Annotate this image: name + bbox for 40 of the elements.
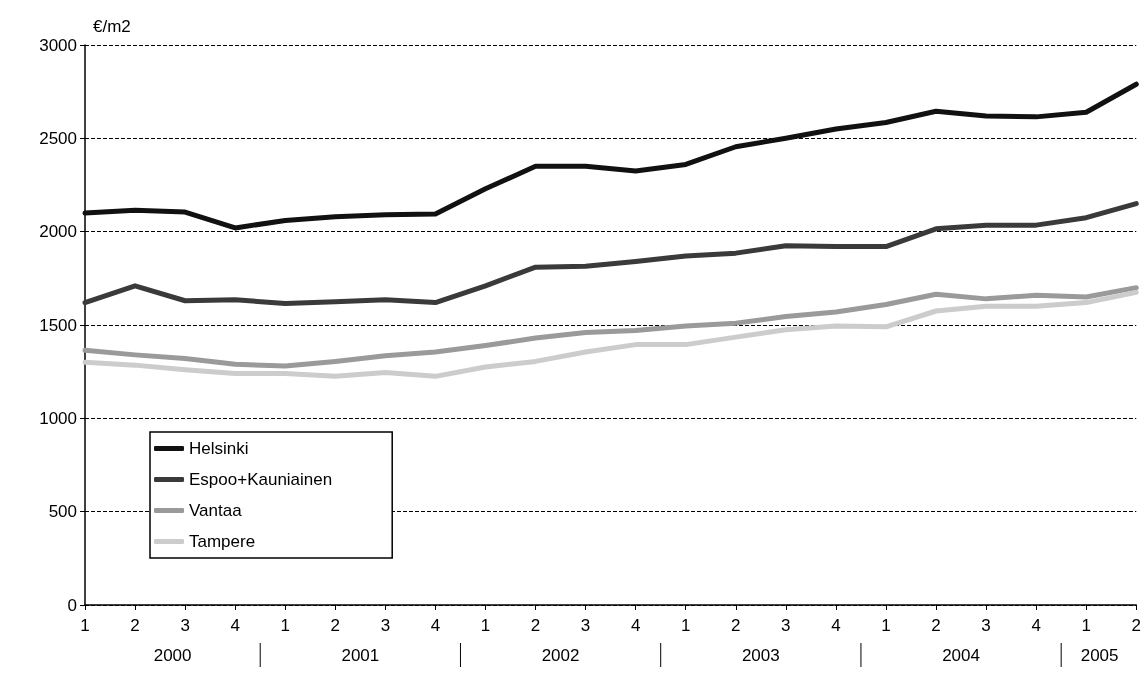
x-tick-label: 4 — [630, 616, 641, 635]
x-tick-label: 1 — [80, 616, 90, 635]
x-tick-label: 2 — [130, 616, 140, 635]
legend-label: Espoo+Kauniainen — [189, 470, 333, 489]
x-tick-label: 1 — [680, 616, 691, 635]
x-tick-label: 3 — [180, 616, 190, 635]
x-tick-label: 3 — [981, 616, 991, 635]
text: 2003 — [741, 645, 780, 665]
x-tick-label: 3 — [781, 616, 791, 635]
y-tick-label: 0 — [67, 595, 77, 615]
text: 2001 — [341, 645, 380, 665]
x-tick-label: 4 — [831, 616, 841, 635]
y-tick-label: 3000 — [39, 35, 77, 55]
x-tick-label: 2 — [530, 616, 541, 635]
y-tick-label: 2000 — [39, 222, 77, 242]
legend-label: Helsinki — [189, 439, 249, 458]
x-tick-label: 3 — [380, 616, 391, 635]
x-tick-label: 4 — [230, 616, 240, 635]
text: 2005 — [1080, 645, 1119, 665]
text: 2004 — [942, 645, 980, 665]
y-axis-title: €/m2 — [93, 17, 131, 36]
x-tick-label: 1 — [280, 616, 290, 635]
x-tick-label: 3 — [580, 616, 591, 635]
x-tick-label: 4 — [430, 616, 441, 635]
x-tick-label: 4 — [1031, 616, 1041, 635]
x-tick-label: 2 — [931, 616, 941, 635]
x-tick-label: 2 — [1131, 616, 1142, 635]
y-tick-label: 500 — [48, 502, 77, 522]
x-tick-label: 1 — [1081, 616, 1091, 635]
y-tick-label: 2500 — [39, 128, 77, 148]
text: 2002 — [541, 645, 580, 665]
legend-label: Vantaa — [189, 501, 243, 520]
x-tick-label: 1 — [480, 616, 491, 635]
y-tick-label: 1500 — [39, 315, 77, 335]
x-tick-label: 2 — [731, 616, 741, 635]
x-tick-label: 1 — [881, 616, 891, 635]
legend-label: Tampere — [189, 532, 256, 551]
text: 2000 — [153, 645, 192, 665]
y-tick-label: 1000 — [39, 408, 77, 428]
x-tick-label: 2 — [330, 616, 341, 635]
